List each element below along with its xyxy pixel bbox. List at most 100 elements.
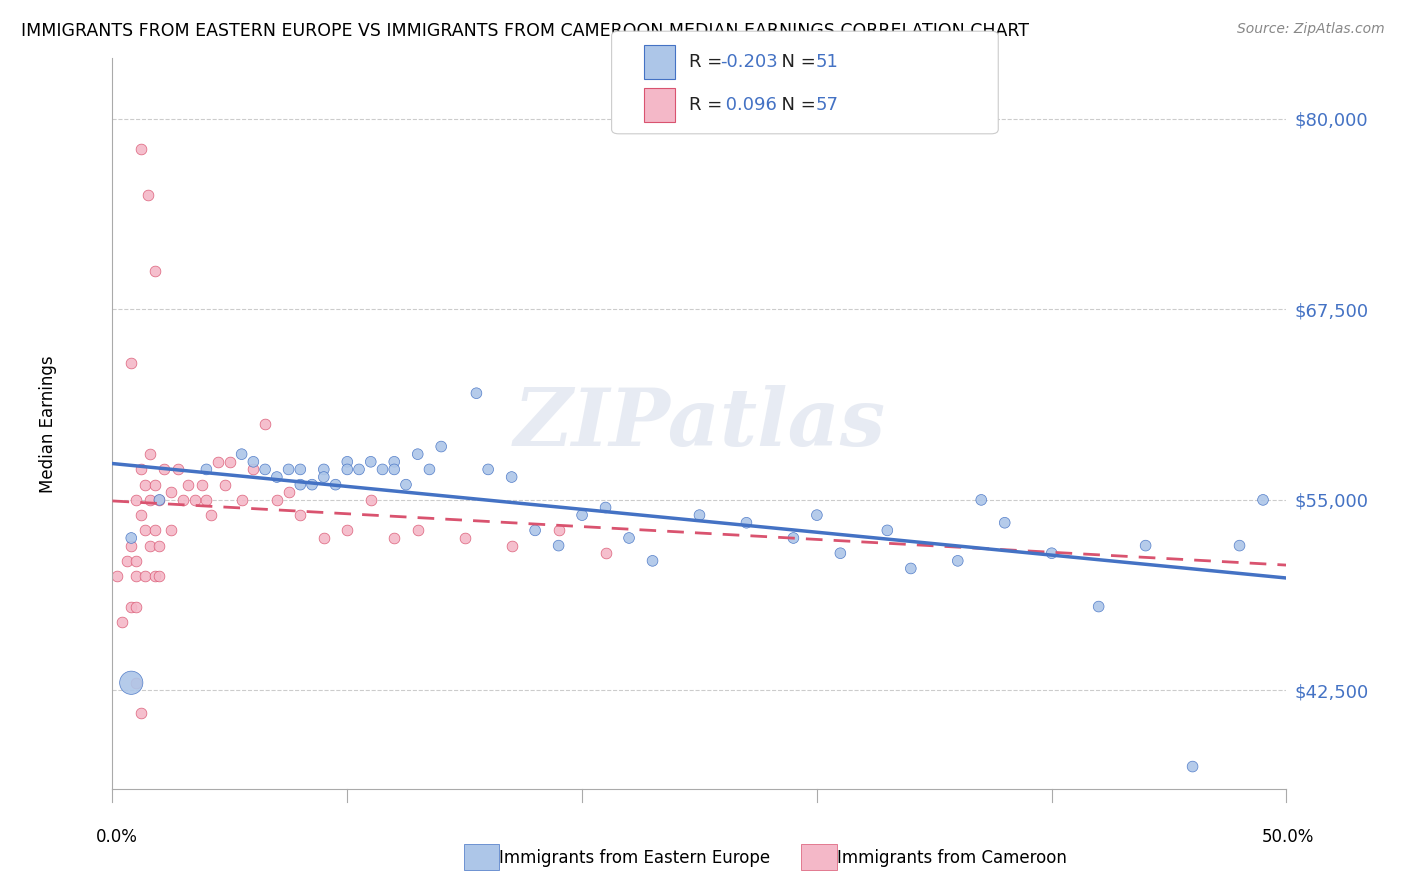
Text: 57: 57 [815, 96, 838, 114]
Text: N =: N = [770, 53, 823, 70]
Text: 0.0%: 0.0% [96, 828, 138, 846]
Point [266, 492, 288, 507]
Point [120, 675, 142, 690]
Point [312, 462, 335, 476]
Point [617, 531, 640, 545]
Text: Immigrants from Eastern Europe: Immigrants from Eastern Europe [499, 849, 770, 867]
Point [595, 500, 617, 515]
Point [254, 462, 277, 476]
Point [129, 462, 152, 476]
Point [143, 569, 166, 583]
Point [900, 561, 922, 575]
Point [994, 516, 1017, 530]
Point [266, 470, 288, 484]
Point [242, 462, 264, 476]
Text: R =: R = [689, 96, 728, 114]
Point [382, 455, 405, 469]
Point [148, 492, 170, 507]
Point [195, 492, 218, 507]
Point [125, 675, 148, 690]
Text: Immigrants from Cameroon: Immigrants from Cameroon [837, 849, 1066, 867]
Point [336, 462, 359, 476]
Point [120, 539, 142, 553]
Point [129, 508, 152, 522]
Point [172, 492, 194, 507]
Point [214, 477, 236, 491]
Point [111, 615, 134, 629]
Point [105, 569, 128, 583]
Point [946, 554, 969, 568]
Point [501, 539, 523, 553]
Point [148, 539, 170, 553]
Point [219, 455, 242, 469]
Point [1087, 599, 1109, 614]
Point [382, 462, 405, 476]
Point [395, 477, 418, 491]
Point [129, 706, 152, 721]
Point [524, 524, 547, 538]
Point [290, 508, 312, 522]
Point [134, 569, 156, 583]
Point [190, 477, 212, 491]
Point [148, 492, 170, 507]
Point [207, 455, 229, 469]
Point [312, 470, 335, 484]
Point [312, 531, 335, 545]
Point [195, 462, 218, 476]
Point [129, 142, 152, 156]
Point [231, 492, 253, 507]
Text: 50.0%: 50.0% [1263, 828, 1315, 846]
Point [125, 554, 148, 568]
Point [1251, 492, 1274, 507]
Text: R =: R = [689, 53, 728, 70]
Point [360, 492, 382, 507]
Point [1040, 546, 1063, 560]
Point [139, 447, 162, 461]
Point [325, 477, 347, 491]
Point [153, 462, 176, 476]
Point [183, 492, 205, 507]
Point [970, 492, 993, 507]
Point [176, 477, 198, 491]
Point [148, 569, 170, 583]
Point [120, 356, 142, 370]
Point [571, 508, 593, 522]
Text: 51: 51 [815, 53, 838, 70]
Point [382, 531, 405, 545]
Point [689, 508, 711, 522]
Point [125, 569, 148, 583]
Point [125, 492, 148, 507]
Point [782, 531, 804, 545]
Point [167, 462, 190, 476]
Point [277, 485, 299, 500]
Point [501, 470, 523, 484]
Point [200, 508, 222, 522]
Point [735, 516, 758, 530]
Text: 0.096: 0.096 [720, 96, 776, 114]
Point [1229, 539, 1251, 553]
Point [406, 447, 429, 461]
Text: Source: ZipAtlas.com: Source: ZipAtlas.com [1237, 22, 1385, 37]
Point [290, 462, 312, 476]
Point [143, 477, 166, 491]
Point [336, 455, 359, 469]
Point [336, 524, 359, 538]
Point [120, 599, 142, 614]
Point [465, 386, 488, 401]
Point [876, 524, 898, 538]
Point [160, 485, 183, 500]
Point [830, 546, 852, 560]
Point [641, 554, 664, 568]
Point [430, 440, 453, 454]
Point [242, 455, 264, 469]
Point [290, 477, 312, 491]
Point [115, 554, 138, 568]
Point [595, 546, 617, 560]
Text: ZIPatlas: ZIPatlas [513, 385, 886, 462]
Point [143, 264, 166, 278]
Text: N =: N = [770, 96, 823, 114]
Text: IMMIGRANTS FROM EASTERN EUROPE VS IMMIGRANTS FROM CAMEROON MEDIAN EARNINGS CORRE: IMMIGRANTS FROM EASTERN EUROPE VS IMMIGR… [21, 22, 1029, 40]
Point [139, 492, 162, 507]
Text: Median Earnings: Median Earnings [39, 355, 56, 492]
Point [139, 539, 162, 553]
